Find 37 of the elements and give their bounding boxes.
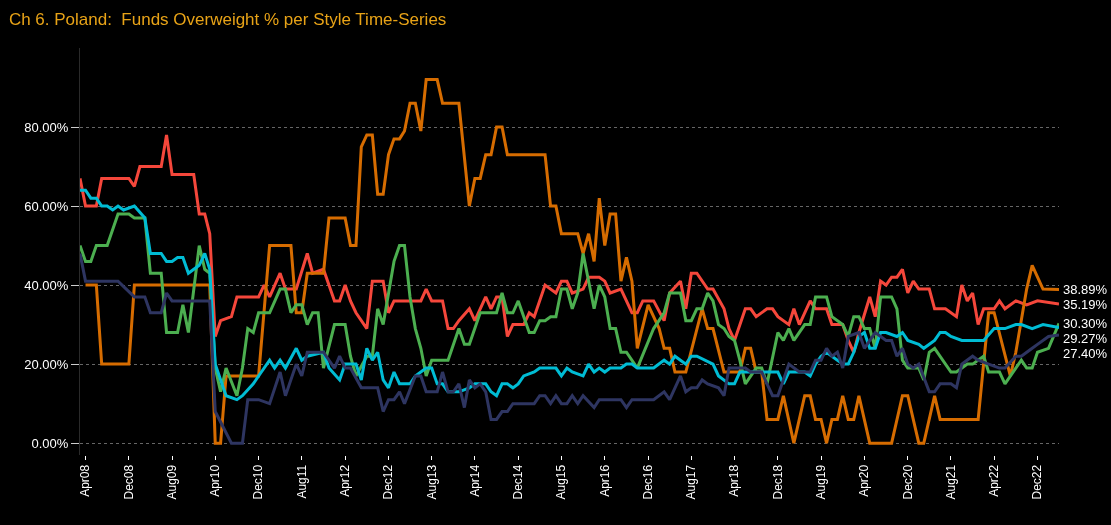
- annotation: 27.40%: [1063, 346, 1108, 361]
- line-series: [80, 133, 1059, 354]
- x-tick-label: Dec14: [511, 464, 526, 500]
- x-tick-label: Aug15: [554, 464, 569, 500]
- y-tick-label: 0.00%: [31, 435, 69, 451]
- y-tick-label: 80.00%: [24, 119, 69, 135]
- annotation: 29.27%: [1063, 331, 1108, 346]
- x-tick-label: Aug11: [294, 464, 309, 499]
- y-tick-label: 20.00%: [24, 356, 69, 372]
- chart-title: Ch 6. Poland: Funds Overweight % per Style Time-Series: [8, 10, 447, 30]
- x-tick-label: Apr16: [597, 464, 612, 497]
- x-tick-label: Aug21: [943, 464, 958, 500]
- x-tick-label: Dec22: [1030, 464, 1045, 500]
- line-series: [84, 78, 1059, 445]
- y-tick-label: 40.00%: [24, 277, 69, 293]
- x-tick-label: Apr12: [338, 464, 353, 497]
- x-tick-label: Dec10: [251, 464, 266, 500]
- x-tick-label: Aug17: [684, 464, 699, 500]
- x-tick-label: Apr22: [987, 464, 1002, 497]
- x-tick-label: Dec18: [770, 464, 785, 500]
- y-tick-label: 60.00%: [24, 198, 69, 214]
- x-tick-label: Aug09: [164, 464, 179, 500]
- x-tick-label: Aug13: [424, 464, 439, 500]
- annotation: 30.30%: [1063, 316, 1108, 331]
- x-tick-label: Dec12: [381, 464, 396, 500]
- x-tick-label: Apr14: [467, 464, 482, 497]
- x-tick-label: Apr18: [727, 464, 742, 497]
- x-tick-label: Apr20: [857, 464, 872, 497]
- annotation: 35.19%: [1063, 297, 1108, 312]
- line-series: [80, 251, 1059, 445]
- x-tick-label: Dec16: [641, 464, 656, 500]
- x-tick-label: Apr08: [78, 464, 93, 497]
- x-tick-label: Apr10: [208, 464, 223, 497]
- x-tick-label: Dec20: [900, 464, 915, 500]
- x-tick-label: Aug19: [813, 464, 828, 500]
- x-tick-label: Dec08: [121, 464, 136, 500]
- annotation: 38.89%: [1063, 282, 1108, 297]
